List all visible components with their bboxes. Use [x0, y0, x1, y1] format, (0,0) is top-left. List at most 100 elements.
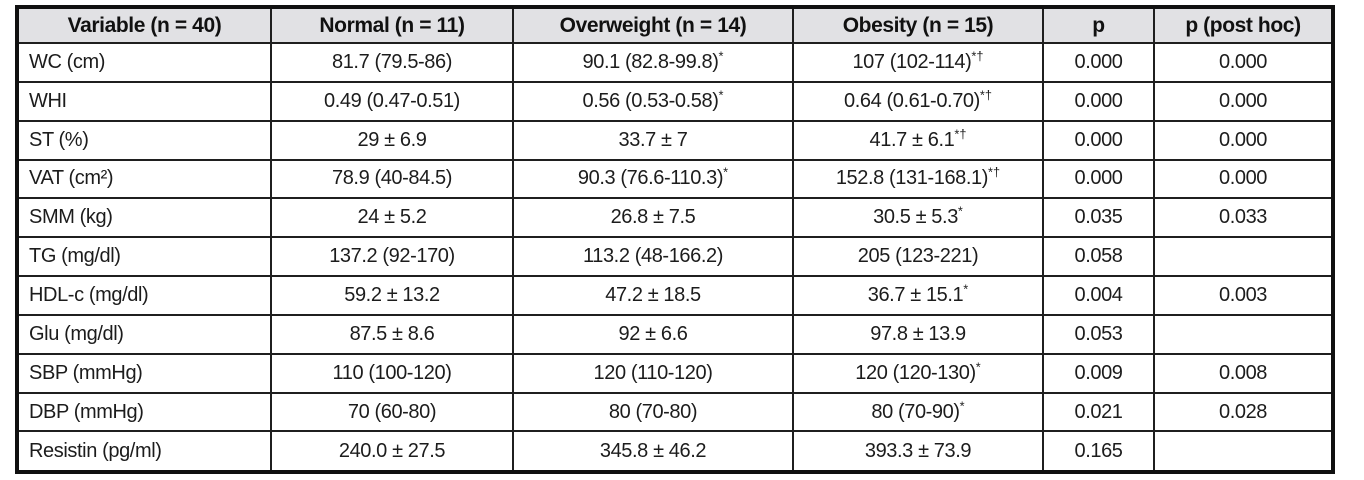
cell-obesity: 41.7 ± 6.1*† — [792, 119, 1044, 161]
cell-p: 0.000 — [1042, 119, 1155, 161]
cell-value: 0.64 (0.61-0.70) — [843, 89, 980, 112]
significance-marker: * — [959, 397, 965, 413]
cell-value: 80 (70-90) — [871, 400, 960, 423]
cell-value: 120 (110-120) — [593, 361, 713, 384]
cell-value: 240.0 ± 27.5 — [338, 439, 446, 462]
cell-overweight: 113.2 (48-166.2) — [512, 236, 794, 278]
cell-variable: VAT (cm²) — [16, 158, 272, 200]
cell-obesity: 205 (123-221) — [792, 236, 1044, 278]
cell-value: 87.5 ± 8.6 — [349, 322, 435, 345]
cell-variable: SBP (mmHg) — [16, 352, 272, 394]
cell-value: 41.7 ± 6.1 — [869, 128, 955, 151]
cell-p-post-hoc: 0.000 — [1153, 80, 1334, 122]
cell-overweight: 47.2 ± 18.5 — [512, 275, 794, 316]
cell-variable: TG (mg/dl) — [16, 236, 272, 278]
significance-marker: * — [975, 359, 981, 375]
cell-value: 33.7 ± 7 — [618, 128, 688, 151]
significance-marker: *† — [954, 125, 967, 141]
cell-value: 113.2 (48-166.2) — [583, 245, 723, 268]
cell-overweight: 33.7 ± 7 — [512, 119, 794, 161]
table-header-row: Variable (n = 40) Normal (n = 11) Overwe… — [16, 6, 1334, 44]
header-obesity: Obesity (n = 15) — [792, 6, 1044, 44]
cell-value: 24 ± 5.2 — [357, 206, 427, 229]
cell-variable: WHI — [16, 80, 272, 122]
cell-obesity: 0.64 (0.61-0.70)*† — [792, 80, 1044, 122]
cell-value: 70 (60-80) — [347, 400, 437, 423]
cell-normal: 240.0 ± 27.5 — [270, 430, 514, 473]
cell-overweight: 0.56 (0.53-0.58)* — [512, 80, 794, 122]
table-row: TG (mg/dl) 137.2 (92-170) 113.2 (48-166.2)… — [16, 236, 1334, 278]
cell-normal: 24 ± 5.2 — [270, 197, 514, 239]
cell-value: 92 ± 6.6 — [618, 322, 688, 345]
header-p-post-hoc: p (post hoc) — [1153, 6, 1334, 44]
group-comparison-table: Variable (n = 40) Normal (n = 11) Overwe… — [15, 5, 1335, 474]
cell-normal: 29 ± 6.9 — [270, 119, 514, 161]
cell-value: 0.56 (0.53-0.58) — [582, 89, 719, 112]
cell-p-post-hoc: 0.000 — [1153, 42, 1334, 83]
table-row: DBP (mmHg) 70 (60-80) 80 (70-80) 80 (70-90)… — [16, 391, 1334, 433]
cell-value: 81.7 (79.5-86) — [331, 50, 453, 73]
cell-p-post-hoc: 0.000 — [1153, 119, 1334, 161]
cell-value: 107 (102-114) — [852, 50, 972, 73]
cell-normal: 0.49 (0.47-0.51) — [270, 80, 514, 122]
cell-p: 0.009 — [1042, 352, 1155, 394]
cell-obesity: 80 (70-90)* — [792, 391, 1044, 433]
cell-p-post-hoc — [1153, 430, 1334, 473]
cell-obesity: 393.3 ± 73.9 — [792, 430, 1044, 473]
cell-overweight: 92 ± 6.6 — [512, 313, 794, 355]
significance-marker: * — [963, 281, 969, 297]
cell-p-post-hoc: 0.008 — [1153, 352, 1334, 394]
table-body: WC (cm) 81.7 (79.5-86) 90.1 (82.8-99.8)* 10… — [16, 42, 1334, 473]
cell-value: 345.8 ± 46.2 — [599, 439, 707, 462]
table-header: Variable (n = 40) Normal (n = 11) Overwe… — [16, 6, 1334, 44]
header-p: p — [1042, 6, 1155, 44]
cell-variable: HDL-c (mg/dl) — [16, 275, 272, 316]
cell-p: 0.058 — [1042, 236, 1155, 278]
significance-marker: * — [718, 87, 724, 103]
cell-normal: 81.7 (79.5-86) — [270, 42, 514, 83]
header-variable: Variable (n = 40) — [16, 6, 272, 44]
table-row: VAT (cm²) 78.9 (40-84.5) 90.3 (76.6-110.3)… — [16, 158, 1334, 200]
cell-overweight: 345.8 ± 46.2 — [512, 430, 794, 473]
significance-marker: *† — [979, 87, 993, 103]
cell-normal: 59.2 ± 13.2 — [270, 275, 514, 316]
table-row: ST (%) 29 ± 6.9 33.7 ± 7 41.7 ± 6.1*† 0.000 0… — [16, 119, 1334, 161]
cell-value: 90.3 (76.6-110.3) — [577, 167, 724, 190]
cell-overweight: 90.1 (82.8-99.8)* — [512, 42, 794, 83]
cell-normal: 70 (60-80) — [270, 391, 514, 433]
significance-marker: * — [718, 48, 724, 64]
cell-value: 137.2 (92-170) — [329, 245, 455, 268]
cell-value: 120 (120-130) — [855, 361, 976, 384]
cell-variable: ST (%) — [16, 119, 272, 161]
cell-value: 30.5 ± 5.3 — [873, 206, 958, 229]
cell-overweight: 26.8 ± 7.5 — [512, 197, 794, 239]
cell-value: 59.2 ± 13.2 — [344, 283, 440, 306]
cell-p: 0.000 — [1042, 158, 1155, 200]
cell-normal: 110 (100-120) — [270, 352, 514, 394]
cell-overweight: 120 (110-120) — [512, 352, 794, 394]
cell-p-post-hoc: 0.000 — [1153, 158, 1334, 200]
cell-p-post-hoc: 0.033 — [1153, 197, 1334, 239]
cell-value: 47.2 ± 18.5 — [605, 283, 701, 306]
cell-p-post-hoc: 0.003 — [1153, 275, 1334, 316]
significance-marker: *† — [971, 48, 984, 64]
cell-p-post-hoc — [1153, 236, 1334, 278]
cell-variable: DBP (mmHg) — [16, 391, 272, 433]
cell-overweight: 90.3 (76.6-110.3)* — [512, 158, 794, 200]
cell-normal: 137.2 (92-170) — [270, 236, 514, 278]
cell-p: 0.021 — [1042, 391, 1155, 433]
table-row: WHI 0.49 (0.47-0.51) 0.56 (0.53-0.58)* 0.64… — [16, 80, 1334, 122]
cell-value: 26.8 ± 7.5 — [610, 206, 696, 229]
cell-value: 90.1 (82.8-99.8) — [582, 50, 719, 73]
cell-obesity: 152.8 (131-168.1)*† — [792, 158, 1044, 200]
cell-variable: Resistin (pg/ml) — [16, 430, 272, 473]
cell-p: 0.165 — [1042, 430, 1155, 473]
cell-value: 80 (70-80) — [608, 400, 698, 423]
cell-normal: 78.9 (40-84.5) — [270, 158, 514, 200]
cell-value: 205 (123-221) — [857, 245, 979, 268]
cell-value: 393.3 ± 73.9 — [864, 439, 972, 462]
table-row: Glu (mg/dl) 87.5 ± 8.6 92 ± 6.6 97.8 ± 13.9… — [16, 313, 1334, 355]
header-overweight: Overweight (n = 14) — [512, 6, 794, 44]
cell-obesity: 36.7 ± 15.1* — [792, 275, 1044, 316]
cell-p-post-hoc: 0.028 — [1153, 391, 1334, 433]
